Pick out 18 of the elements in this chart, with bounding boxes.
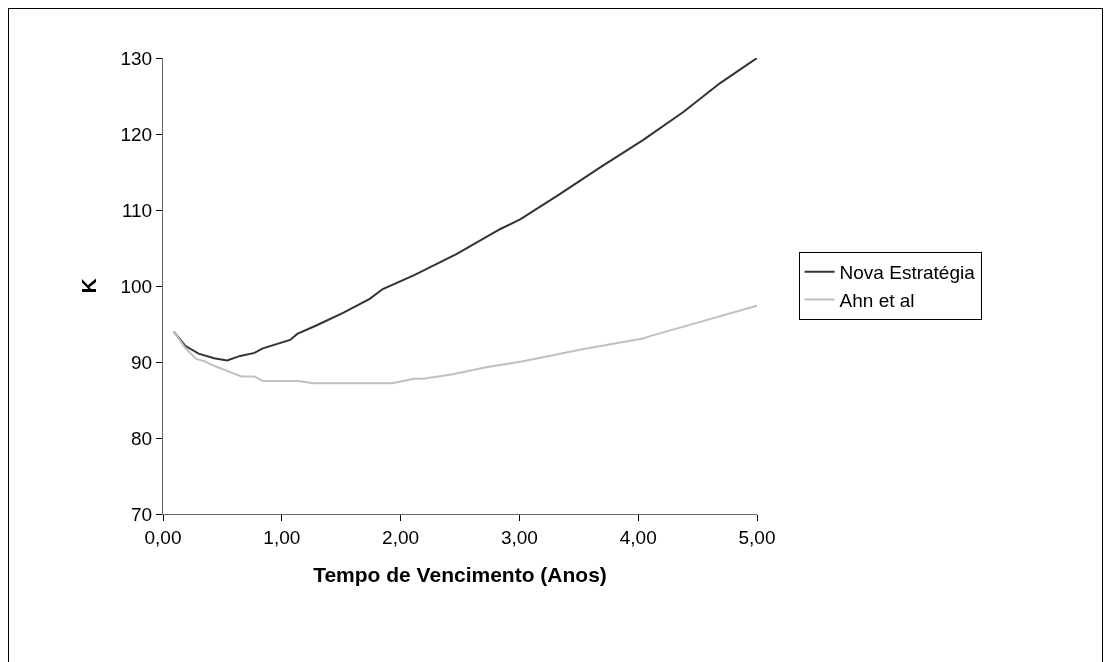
legend-label: Ahn et al xyxy=(839,289,915,311)
y-tick-label: 110 xyxy=(121,199,153,221)
y-tick-label: 130 xyxy=(120,47,153,69)
y-tick-label: 80 xyxy=(131,427,153,449)
x-tick-label: 1,00 xyxy=(263,526,301,548)
y-tick-label: 120 xyxy=(120,123,153,145)
y-axis-title: K xyxy=(76,278,100,294)
x-axis-title: Tempo de Vencimento (Anos) xyxy=(313,563,607,586)
y-tick-label: 90 xyxy=(131,351,153,373)
x-tick-label: 5,00 xyxy=(738,526,776,548)
x-tick-label: 2,00 xyxy=(382,526,420,548)
y-tick-label: 100 xyxy=(120,275,153,297)
legend-label: Nova Estratégia xyxy=(839,262,976,284)
x-tick-label: 0,00 xyxy=(144,526,182,548)
x-tick-label: 3,00 xyxy=(500,526,538,548)
y-tick-label: 70 xyxy=(131,503,153,525)
x-tick-label: 4,00 xyxy=(619,526,657,548)
line-series xyxy=(172,304,757,385)
